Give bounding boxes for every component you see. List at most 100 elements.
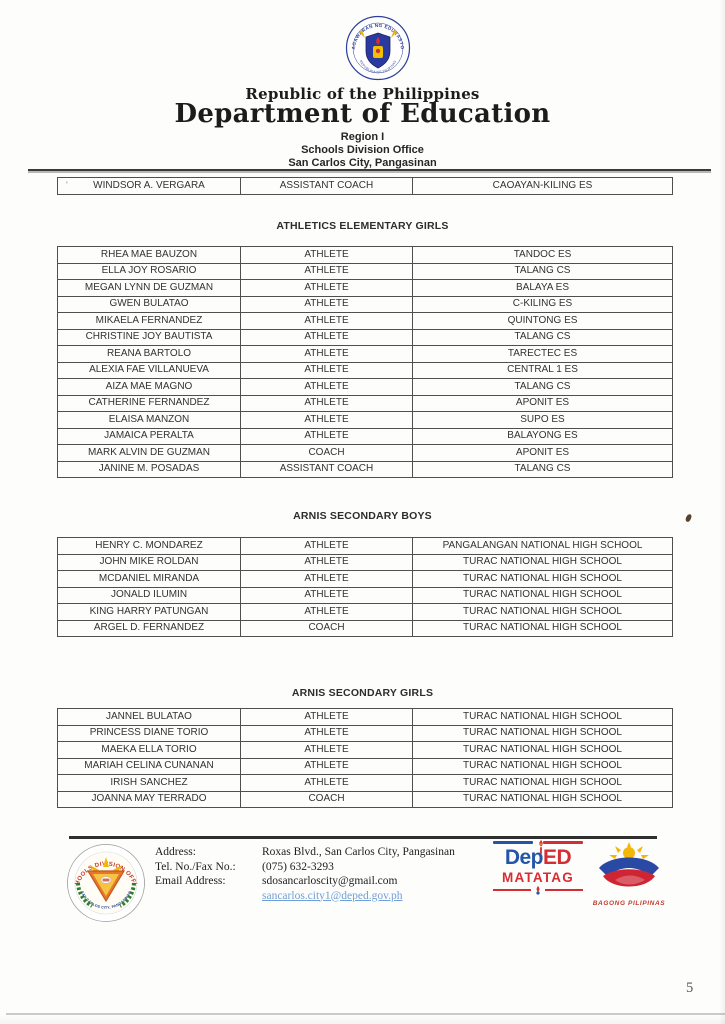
cell-school: TALANG CS xyxy=(412,328,673,346)
bagong-pilipinas-label: BAGONG PILIPINAS xyxy=(592,900,666,907)
bagong-pilipinas-logo: BAGONG PILIPINAS xyxy=(591,842,667,907)
cell-role: ATHLETE xyxy=(240,345,413,363)
table-row: JANNEL BULATAO ATHLETE TURAC NATIONAL HIGH… xyxy=(57,708,673,726)
section-title: ARNIS SECONDARY GIRLS xyxy=(291,687,434,699)
cell-school: PANGALANGAN NATIONAL HIGH SCHOOL xyxy=(412,537,673,555)
cell-name: MARIAH CELINA CUNANAN xyxy=(57,757,241,775)
telephone-label: Tel. No./Fax No.: xyxy=(155,860,236,873)
table-row: ELAISA MANZON ATHLETE SUPO ES xyxy=(57,411,673,429)
cell-name: MIKAELA FERNANDEZ xyxy=(57,312,241,330)
cell-school: TURAC NATIONAL HIGH SCHOOL xyxy=(412,757,673,775)
torch-icon xyxy=(539,839,543,854)
footer-contact-block: Address: Roxas Blvd., San Carlos City, P… xyxy=(155,845,485,903)
matatag-wordmark: MATATAG xyxy=(502,869,574,885)
cell-name: AIZA MAE MAGNO xyxy=(57,378,241,396)
cell-school: TALANG CS xyxy=(412,460,673,478)
cell-school: TARECTEC ES xyxy=(412,345,673,363)
deped-logo-top-bars xyxy=(493,841,583,844)
laurel-right xyxy=(118,882,136,908)
scan-speck: ' xyxy=(66,180,68,190)
cell-school: BALAYONG ES xyxy=(412,427,673,445)
cell-school: TALANG CS xyxy=(412,262,673,280)
bagong-pilipinas-icon xyxy=(599,842,659,887)
cell-school: TURAC NATIONAL HIGH SCHOOL xyxy=(412,603,673,621)
cell-school: TURAC NATIONAL HIGH SCHOOL xyxy=(412,724,673,742)
table-row: RHEA MAE BAUZON ATHLETE TANDOC ES xyxy=(57,246,673,264)
scan-edge-shade-right xyxy=(719,0,725,1024)
cell-role: ATHLETE xyxy=(240,394,413,412)
roster-table: HENRY C. MONDAREZ ATHLETE PANGALANGAN NATI… xyxy=(57,537,673,637)
cell-name: JONALD ILUMIN xyxy=(57,586,241,604)
table-row: MCDANIEL MIRANDA ATHLETE TURAC NATIONAL HI… xyxy=(57,570,673,588)
cell-school: APONIT ES xyxy=(412,394,673,412)
roster-table: RHEA MAE BAUZON ATHLETE TANDOC ES ELLA JOY … xyxy=(57,246,673,478)
cell-name: ARGEL D. FERNANDEZ xyxy=(57,619,241,637)
cell-role: ASSISTANT COACH xyxy=(240,460,413,478)
deped-email-link[interactable]: sancarlos.city1@deped.gov.ph xyxy=(262,889,403,902)
table-row: JOANNA MAY TERRADO COACH TURAC NATIONAL HI… xyxy=(57,790,673,808)
cell-role: ATHLETE xyxy=(240,246,413,264)
cell-school: TURAC NATIONAL HIGH SCHOOL xyxy=(412,586,673,604)
cell-school: TURAC NATIONAL HIGH SCHOOL xyxy=(412,741,673,759)
seal-flame xyxy=(376,37,380,45)
header-office: Schools Division Office xyxy=(301,144,424,156)
cell-school: CAOAYAN-KILING ES xyxy=(412,177,673,195)
leading-roster-table: WINDSOR A. VERGARA ASSISTANT COACH CAOAY… xyxy=(57,177,673,195)
cell-school: TURAC NATIONAL HIGH SCHOOL xyxy=(412,790,673,808)
table-row: REANA BARTOLO ATHLETE TARECTEC ES xyxy=(57,345,673,363)
deped-seal-icon: KAGAWARAN NG EDUKASYON REPUBLIKA NG PILI… xyxy=(345,15,411,81)
address-row: Address: Roxas Blvd., San Carlos City, P… xyxy=(155,845,485,860)
sdo-seal-icon: SCHOOLS DIVISION OFFICE SAN CARLOS CITY,… xyxy=(66,843,145,922)
deped-wordmark-dep: Dep xyxy=(504,845,544,869)
table-row: WINDSOR A. VERGARA ASSISTANT COACH CAOAY… xyxy=(57,177,673,195)
cell-role: ATHLETE xyxy=(240,312,413,330)
table-row: JANINE M. POSADAS ASSISTANT COACH TALANG C… xyxy=(57,460,673,478)
table-row: CATHERINE FERNANDEZ ATHLETE APONIT ES xyxy=(57,394,673,412)
cell-name: IRISH SANCHEZ xyxy=(57,774,241,792)
table-row: MEGAN LYNN DE GUZMAN ATHLETE BALAYA ES xyxy=(57,279,673,297)
cell-name: GWEN BULATAO xyxy=(57,295,241,313)
table-row: ARGEL D. FERNANDEZ COACH TURAC NATIONAL HI… xyxy=(57,619,673,637)
cell-role: ATHLETE xyxy=(240,603,413,621)
table-row: ELLA JOY ROSARIO ATHLETE TALANG CS xyxy=(57,262,673,280)
cell-school: TURAC NATIONAL HIGH SCHOOL xyxy=(412,553,673,571)
cell-role: ATHLETE xyxy=(240,411,413,429)
cell-role: ATHLETE xyxy=(240,724,413,742)
cell-name: PRINCESS DIANE TORIO xyxy=(57,724,241,742)
cell-school: SUPO ES xyxy=(412,411,673,429)
table-row: ALEXIA FAE VILLANUEVA ATHLETE CENTRAL 1 ES xyxy=(57,361,673,379)
cell-school: CENTRAL 1 ES xyxy=(412,361,673,379)
table-row: HENRY C. MONDAREZ ATHLETE PANGALANGAN NATI… xyxy=(57,537,673,555)
cell-role: ATHLETE xyxy=(240,262,413,280)
cell-name: HENRY C. MONDAREZ xyxy=(57,537,241,555)
laurel-left xyxy=(76,882,94,908)
cell-name: CATHERINE FERNANDEZ xyxy=(57,394,241,412)
address-value: Roxas Blvd., San Carlos City, Pangasinan xyxy=(262,846,455,858)
bagong-sun xyxy=(609,842,649,859)
deped-matatag-logo: DepED MATATAG xyxy=(493,839,583,895)
header-department: Department of Education xyxy=(174,99,551,129)
telephone-row: Tel. No./Fax No.: (075) 632-3293 xyxy=(155,860,485,875)
bagong-blue-swoosh xyxy=(599,857,659,877)
cell-name: JANNEL BULATAO xyxy=(57,708,241,726)
table-row: AIZA MAE MAGNO ATHLETE TALANG CS xyxy=(57,378,673,396)
table-row: MARIAH CELINA CUNANAN ATHLETE TURAC NATION… xyxy=(57,757,673,775)
cell-name: ELLA JOY ROSARIO xyxy=(57,262,241,280)
cell-name: ELAISA MANZON xyxy=(57,411,241,429)
cell-role: ATHLETE xyxy=(240,427,413,445)
table-row: GWEN BULATAO ATHLETE C-KILING ES xyxy=(57,295,673,313)
cell-name: RHEA MAE BAUZON xyxy=(57,246,241,264)
cell-name: JOANNA MAY TERRADO xyxy=(57,790,241,808)
cell-role: COACH xyxy=(240,790,413,808)
cell-role: ATHLETE xyxy=(240,757,413,775)
cell-name: REANA BARTOLO xyxy=(57,345,241,363)
cell-role: COACH xyxy=(240,619,413,637)
table-row: MIKAELA FERNANDEZ ATHLETE QUINTONG ES xyxy=(57,312,673,330)
cell-name: MEGAN LYNN DE GUZMAN xyxy=(57,279,241,297)
cell-school: TURAC NATIONAL HIGH SCHOOL xyxy=(412,619,673,637)
footer-divider xyxy=(69,836,657,839)
deped-wordmark-ed: ED xyxy=(543,845,572,869)
cell-name: CHRISTINE JOY BAUTISTA xyxy=(57,328,241,346)
table-row: MAEKA ELLA TORIO ATHLETE TURAC NATIONAL HI… xyxy=(57,741,673,759)
flame-icon xyxy=(536,885,540,895)
